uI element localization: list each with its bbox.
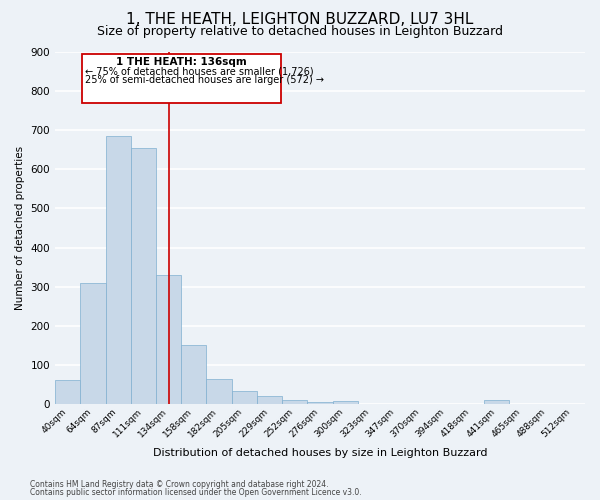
Bar — [80, 283, 106, 405]
Bar — [106, 136, 131, 404]
Bar — [307, 402, 332, 404]
Bar — [232, 390, 257, 404]
Text: Contains public sector information licensed under the Open Government Licence v3: Contains public sector information licen… — [30, 488, 362, 497]
Y-axis label: Number of detached properties: Number of detached properties — [15, 146, 25, 310]
X-axis label: Distribution of detached houses by size in Leighton Buzzard: Distribution of detached houses by size … — [153, 448, 487, 458]
Text: 1 THE HEATH: 136sqm: 1 THE HEATH: 136sqm — [116, 58, 247, 68]
Bar — [484, 400, 509, 404]
Bar — [156, 275, 181, 404]
Bar — [55, 380, 80, 404]
Bar — [206, 379, 232, 404]
Text: Contains HM Land Registry data © Crown copyright and database right 2024.: Contains HM Land Registry data © Crown c… — [30, 480, 329, 489]
Text: 1, THE HEATH, LEIGHTON BUZZARD, LU7 3HL: 1, THE HEATH, LEIGHTON BUZZARD, LU7 3HL — [127, 12, 473, 28]
Bar — [181, 344, 206, 405]
Bar — [131, 148, 156, 404]
Bar — [282, 400, 307, 404]
Bar — [257, 396, 282, 404]
Bar — [332, 401, 358, 404]
Text: 25% of semi-detached houses are larger (572) →: 25% of semi-detached houses are larger (… — [85, 74, 325, 85]
FancyBboxPatch shape — [82, 54, 281, 103]
Text: Size of property relative to detached houses in Leighton Buzzard: Size of property relative to detached ho… — [97, 25, 503, 38]
Text: ← 75% of detached houses are smaller (1,726): ← 75% of detached houses are smaller (1,… — [85, 67, 314, 77]
